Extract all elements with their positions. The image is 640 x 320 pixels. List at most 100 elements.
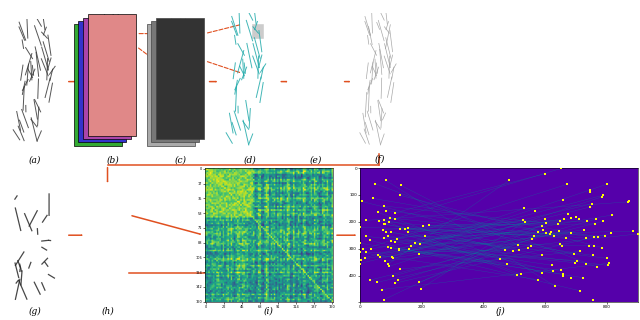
Point (104, 276, 114, 281)
Point (93, 293, 104, 299)
Point (575, 288, 586, 293)
Point (108, 212, 118, 217)
Point (585, 204, 595, 210)
Point (361, 218, 371, 223)
Point (97, 288, 107, 293)
Text: (c): (c) (175, 155, 186, 164)
Point (97, 274, 108, 279)
Point (105, 234, 115, 239)
Point (100, 235, 111, 240)
Point (390, 239, 400, 244)
Point (545, 230, 556, 235)
Point (404, 246, 414, 252)
Point (104, 220, 115, 226)
Point (396, 183, 406, 188)
Point (365, 246, 376, 252)
Point (92, 226, 102, 231)
Point (100, 262, 111, 268)
Point (602, 256, 612, 261)
Point (529, 208, 540, 213)
Point (111, 274, 121, 279)
Point (102, 259, 113, 264)
Point (591, 217, 601, 222)
Point (390, 281, 401, 286)
Point (562, 182, 572, 187)
Point (106, 232, 116, 237)
Text: (d): (d) (243, 155, 256, 164)
Point (380, 217, 390, 222)
Point (101, 271, 111, 276)
Text: (b): (b) (106, 155, 119, 164)
Point (97, 256, 108, 261)
Point (109, 209, 119, 214)
Point (361, 250, 371, 255)
Point (374, 219, 385, 224)
Point (565, 230, 575, 235)
Point (104, 210, 115, 215)
Point (367, 196, 378, 201)
Point (102, 235, 113, 240)
Point (102, 227, 112, 232)
Point (100, 229, 111, 235)
Point (97, 228, 108, 234)
Point (379, 297, 389, 302)
Point (547, 263, 557, 268)
Point (519, 206, 529, 211)
Point (556, 219, 566, 224)
Point (600, 233, 610, 238)
Point (103, 248, 113, 253)
Point (585, 187, 595, 192)
Point (104, 271, 115, 276)
Point (104, 228, 114, 234)
Point (606, 212, 616, 218)
Point (108, 275, 118, 280)
Point (385, 229, 396, 234)
Point (103, 280, 113, 285)
Point (99, 211, 109, 216)
Point (105, 259, 115, 264)
Point (102, 262, 113, 267)
Point (371, 181, 381, 186)
Point (598, 193, 609, 198)
Bar (252, 24, 262, 38)
Point (102, 229, 113, 235)
Point (598, 219, 608, 224)
Point (395, 193, 405, 198)
Point (97, 253, 107, 258)
Point (357, 247, 367, 252)
Point (355, 241, 365, 246)
Point (107, 271, 117, 276)
Text: (j): (j) (495, 307, 506, 316)
Point (99, 283, 109, 288)
Point (533, 277, 543, 282)
Point (381, 208, 391, 213)
Point (570, 260, 580, 265)
Point (604, 261, 614, 266)
Point (575, 249, 586, 254)
Point (101, 222, 111, 228)
Point (99, 215, 109, 220)
Point (104, 254, 115, 259)
Point (101, 285, 111, 290)
Point (355, 250, 365, 255)
Point (111, 208, 121, 213)
Point (97, 231, 107, 236)
Point (96, 277, 106, 282)
Point (387, 254, 397, 259)
Point (94, 233, 104, 238)
Point (394, 246, 404, 251)
Point (400, 227, 410, 232)
Point (102, 277, 112, 282)
Point (114, 201, 124, 206)
Point (558, 272, 568, 277)
Point (537, 271, 547, 276)
Point (95, 220, 106, 225)
Point (375, 255, 385, 260)
Point (574, 217, 584, 222)
Point (581, 261, 591, 267)
Point (572, 258, 582, 263)
Point (109, 194, 120, 199)
Point (91, 288, 101, 293)
Text: (i): (i) (264, 307, 274, 316)
Point (108, 236, 118, 241)
